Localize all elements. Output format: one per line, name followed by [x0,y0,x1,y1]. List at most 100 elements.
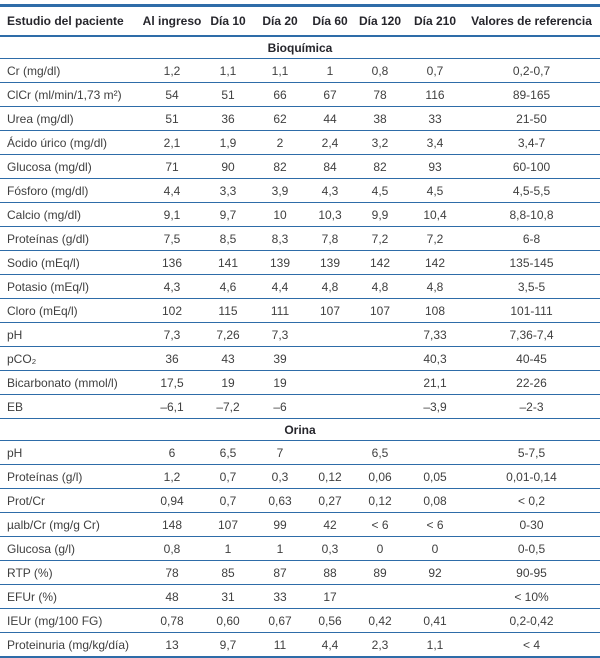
value-cell: 7,2 [407,226,463,251]
reference-cell: 3,5-5 [463,274,600,299]
reference-cell: 5-7,5 [463,440,600,465]
value-cell: 4,4 [141,178,203,203]
value-cell: 0,12 [353,488,407,513]
value-cell: 2,4 [307,130,353,155]
value-cell: 139 [253,250,307,275]
value-cell: 0,67 [253,608,307,633]
value-cell: 0 [353,536,407,561]
value-cell: 0,56 [307,608,353,633]
value-cell [353,584,407,609]
value-cell [307,346,353,371]
value-cell: 0,8 [353,58,407,83]
reference-cell: 0-0,5 [463,536,600,561]
column-header-estudio: Estudio del paciente [0,5,141,37]
reference-cell: 135-145 [463,250,600,275]
reference-cell: 8,8-10,8 [463,202,600,227]
value-cell: 10 [253,202,307,227]
row-label: Proteinuria (mg/kg/día) [0,632,141,658]
row-label: Bicarbonato (mmol/l) [0,370,141,395]
value-cell: 92 [407,560,463,585]
value-cell [407,584,463,609]
value-cell [353,322,407,347]
value-cell: 9,7 [203,202,253,227]
row-label: pH [0,440,141,465]
value-cell: 9,1 [141,202,203,227]
column-header-valores-referencia: Valores de referencia [463,5,600,37]
value-cell: 4,4 [307,632,353,658]
table-row: Calcio (mg/dl) 9,1 9,7 10 10,3 9,9 10,4 8,8-10,… [0,202,600,227]
value-cell: 107 [353,298,407,323]
value-cell: 7,3 [253,322,307,347]
reference-cell: 40-45 [463,346,600,371]
row-label: Prot/Cr [0,488,141,513]
row-label: µalb/Cr (mg/g Cr) [0,512,141,537]
value-cell: 0,7 [203,464,253,489]
value-cell: 0,7 [407,58,463,83]
table-row: µalb/Cr (mg/g Cr) 148 107 99 42 < 6 < 6 0-30 [0,512,600,537]
value-cell: 0,3 [253,464,307,489]
row-label: IEUr (mg/100 FG) [0,608,141,633]
value-cell [353,394,407,419]
row-label: RTP (%) [0,560,141,585]
value-cell: 90 [203,154,253,179]
value-cell: 43 [203,346,253,371]
value-cell: 7,33 [407,322,463,347]
value-cell: 71 [141,154,203,179]
value-cell: 3,3 [203,178,253,203]
value-cell: 21,1 [407,370,463,395]
row-label: Proteínas (g/l) [0,464,141,489]
reference-cell: 101-111 [463,298,600,323]
value-cell: 78 [353,82,407,107]
value-cell: 1,9 [203,130,253,155]
value-cell: 51 [141,106,203,131]
value-cell: 9,7 [203,632,253,658]
value-cell: 54 [141,82,203,107]
row-label: pH [0,322,141,347]
value-cell: 0 [407,536,463,561]
value-cell: 1,2 [141,464,203,489]
value-cell: 8,3 [253,226,307,251]
value-cell: 107 [203,512,253,537]
reference-cell: < 0,2 [463,488,600,513]
value-cell: 7,3 [141,322,203,347]
reference-cell: 89-165 [463,82,600,107]
value-cell: 142 [353,250,407,275]
value-cell: 82 [353,154,407,179]
value-cell: 17,5 [141,370,203,395]
value-cell: 33 [253,584,307,609]
value-cell [307,394,353,419]
value-cell: 3,2 [353,130,407,155]
row-label: Proteínas (g/dl) [0,226,141,251]
row-label: EB [0,394,141,419]
reference-cell: 21-50 [463,106,600,131]
table-row: Sodio (mEq/l) 136 141 139 139 142 142 135-145 [0,250,600,275]
reference-cell: 22-26 [463,370,600,395]
value-cell: 0,8 [141,536,203,561]
value-cell: 31 [203,584,253,609]
value-cell: 36 [141,346,203,371]
value-cell: 48 [141,584,203,609]
row-label: pCO₂ [0,346,141,371]
value-cell: 2,3 [353,632,407,658]
value-cell: 0,94 [141,488,203,513]
header-row: Estudio del paciente Al ingreso Día 10 D… [0,5,600,37]
row-label: Ácido úrico (mg/dl) [0,130,141,155]
value-cell: 84 [307,154,353,179]
value-cell: 0,3 [307,536,353,561]
row-label: Potasio (mEq/l) [0,274,141,299]
value-cell: 1,1 [203,58,253,83]
value-cell: 2,1 [141,130,203,155]
row-label: ClCr (ml/min/1,73 m²) [0,82,141,107]
value-cell: 19 [203,370,253,395]
value-cell [353,346,407,371]
value-cell: 6,5 [353,440,407,465]
value-cell: 141 [203,250,253,275]
value-cell: 7,5 [141,226,203,251]
value-cell: 6,5 [203,440,253,465]
value-cell: 7,8 [307,226,353,251]
value-cell: 67 [307,82,353,107]
value-cell: –6 [253,394,307,419]
column-header-dia-10: Día 10 [203,5,253,37]
section-title: Orina [0,418,600,441]
